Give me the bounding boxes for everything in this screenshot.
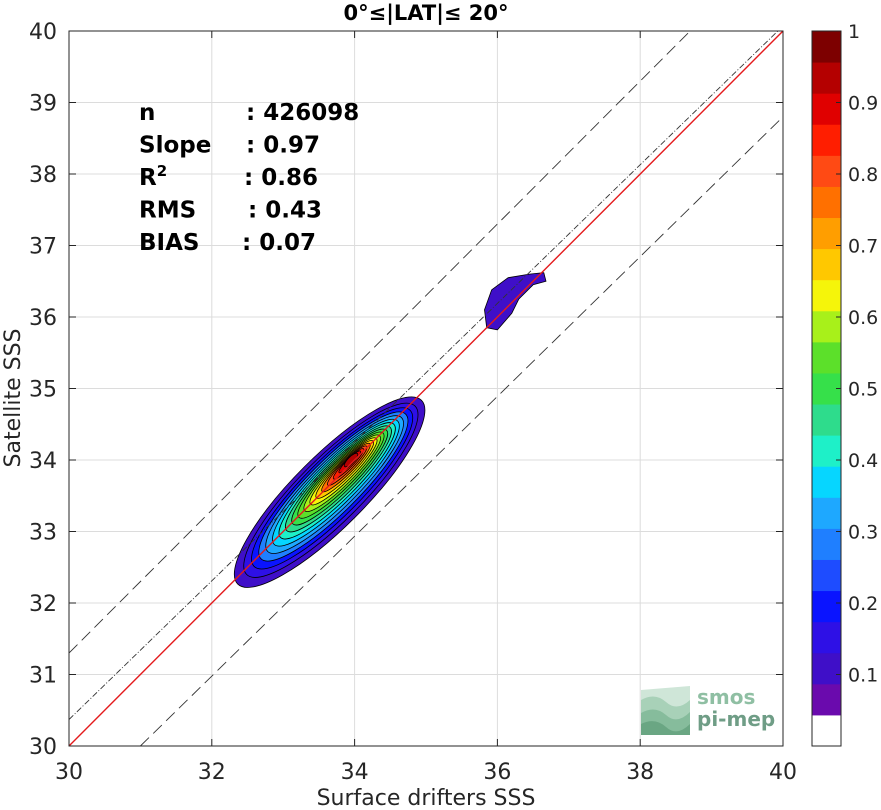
colorbar-tick-label: 0.4 (848, 450, 878, 472)
x-tick-label: 40 (769, 760, 797, 785)
y-axis-label: Satellite SSS (1, 329, 26, 468)
y-tick-label: 37 (29, 235, 57, 260)
colorbar-segment (812, 404, 841, 436)
colorbar-segment (812, 528, 841, 560)
x-tick-label: 36 (483, 760, 511, 785)
x-tick-labels: 30 32 34 36 38 40 (55, 760, 797, 785)
colorbar-segment (812, 186, 841, 219)
wave-logo-icon (641, 686, 690, 735)
stat-label: BIAS (139, 230, 199, 256)
x-axis-label: Surface drifters SSS (317, 786, 536, 810)
stat-value: : 0.86 (244, 165, 318, 191)
colorbar-segment (812, 279, 841, 312)
smos-pi-mep-logo: smos pi-mep (641, 685, 775, 735)
logo-line-pi-mep: pi-mep (697, 707, 775, 731)
y-tick-label: 30 (29, 735, 57, 760)
colorbar-tick-label: 0.8 (848, 164, 878, 186)
stats-block: n : 426098 Slope : 0.97 R2 : 0.86 RMS : 0.43 BIA… (139, 100, 359, 256)
colorbar-segment (812, 248, 841, 281)
x-tick-label: 32 (198, 760, 226, 785)
reference-lines (69, 31, 783, 746)
x-tick-label: 38 (626, 760, 654, 785)
colorbar-segment (812, 497, 841, 529)
colorbar-segment (812, 124, 841, 156)
y-tick-label: 36 (29, 306, 57, 331)
stat-label: n (139, 100, 155, 126)
y-tick-label: 32 (29, 592, 57, 617)
x-tick-label: 34 (341, 760, 369, 785)
colorbar-segment (812, 714, 841, 747)
stat-value: : 0.97 (246, 133, 320, 159)
colorbar-tick-label: 0.5 (848, 379, 878, 401)
colorbar-segment (812, 31, 841, 63)
colorbar-segment (812, 62, 841, 94)
stat-value: : 426098 (246, 100, 359, 126)
colorbar-segment (812, 310, 841, 343)
chart-title: 0°≤|LAT|≤ 20° (343, 1, 508, 26)
y-tick-label: 34 (29, 449, 57, 474)
stat-value: : 0.07 (242, 230, 316, 256)
upper-bound-line (69, 31, 691, 654)
colorbar-tick-label: 0.7 (848, 236, 878, 258)
colorbar-segment (812, 466, 841, 498)
density-contour-secondary (484, 272, 547, 331)
y-tick-label: 35 (29, 378, 57, 403)
colorbar-tick-label: 0.1 (848, 665, 878, 687)
one-to-one-line (69, 31, 783, 746)
stat-value: : 0.43 (248, 198, 322, 224)
stat-label: RMS (139, 198, 196, 224)
y-tick-label: 38 (29, 163, 57, 188)
colorbar-segment (812, 683, 841, 716)
colorbar-tick-label: 0.6 (848, 307, 878, 329)
colorbar-tick-label: 0.3 (848, 522, 878, 544)
y-tick-label: 31 (29, 664, 57, 689)
colorbar-segment (812, 155, 841, 187)
colorbar-segment (812, 621, 841, 654)
logo-line-smos: smos (697, 685, 755, 709)
colorbar-tick-label: 0.9 (848, 93, 878, 115)
tick-marks (68, 30, 784, 747)
y-tick-labels: 30 31 32 33 34 35 36 37 38 39 40 (29, 20, 57, 760)
grid (68, 30, 784, 747)
colorbar-segment (812, 217, 841, 250)
y-tick-label: 40 (29, 20, 57, 45)
x-tick-label: 30 (55, 760, 83, 785)
colorbar-segment (812, 559, 841, 592)
colorbar-tick-label: 1 (848, 21, 860, 43)
colorbar-segment (812, 652, 841, 685)
colorbar-tick-label: 0.2 (848, 593, 878, 615)
lower-bound-line (140, 116, 783, 746)
colorbar-segment (812, 590, 841, 623)
density-contours (233, 272, 547, 588)
y-tick-label: 39 (29, 92, 57, 117)
colorbar-segment (812, 341, 841, 374)
colorbar-segment (812, 435, 841, 467)
colorbar-segment (812, 93, 841, 125)
stat-label: Slope (139, 133, 211, 159)
stat-label: R2 (139, 162, 167, 191)
y-tick-label: 33 (29, 521, 57, 546)
regression-line (69, 31, 779, 720)
colorbar: 0.1 0.2 0.3 0.4 0.5 0.6 0.7 0.8 0.9 1 (811, 21, 878, 747)
